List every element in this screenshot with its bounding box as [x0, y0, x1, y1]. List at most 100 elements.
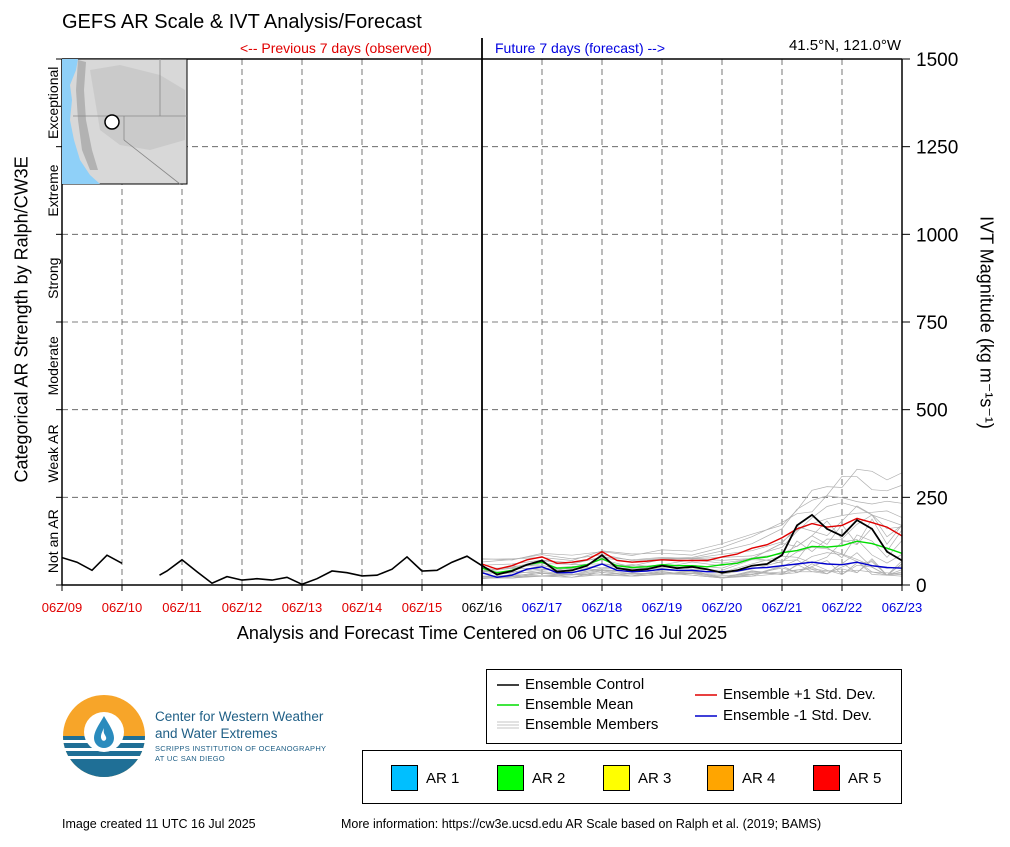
ar2-label: AR 2 — [532, 769, 566, 787]
axes-frame — [56, 38, 910, 591]
ensemble-member-line — [481, 475, 902, 561]
ensemble-control-line — [481, 513, 902, 576]
x-tick-label: 06Z/13 — [282, 600, 322, 615]
legend-control-label: Ensemble Control — [525, 676, 645, 693]
ensemble-member-line — [481, 546, 902, 575]
logo-name-line1: Center for Western Weather — [155, 709, 324, 724]
ar-scale-item-2: AR 2 — [497, 765, 565, 791]
ar-scale-item-1: AR 1 — [391, 765, 459, 791]
legend-minus-std: Ensemble -1 Std. Dev. — [695, 707, 872, 724]
y-tick-label: 1500 — [916, 50, 958, 71]
y-tick-label: 500 — [916, 401, 948, 422]
location-label: 41.5°N, 121.0°W — [788, 37, 901, 54]
x-tick-label: 06Z/22 — [822, 600, 862, 615]
x-tick-label: 06Z/12 — [222, 600, 262, 615]
previous-days-label: <-- Previous 7 days (observed) — [240, 40, 432, 56]
x-tick-label: 06Z/17 — [522, 600, 562, 615]
location-marker — [104, 114, 120, 130]
x-tick-label: 06Z/10 — [102, 600, 142, 615]
ensemble-member-line — [481, 468, 902, 561]
ar-category-labels: Not an AR Weak AR Moderate Strong Extreme Exc… — [45, 67, 61, 574]
ar-category-label: Not an AR — [45, 509, 61, 573]
ocean-shape — [62, 59, 100, 184]
ensemble-members — [481, 468, 902, 580]
ar1-label: AR 1 — [426, 769, 460, 787]
legend-plus-std-label: Ensemble +1 Std. Dev. — [723, 686, 876, 703]
ensemble-member-line — [481, 502, 902, 569]
ensemble-member-line — [481, 539, 902, 575]
x-tick-label: 06Z/19 — [642, 600, 682, 615]
chart-title: GEFS AR Scale & IVT Analysis/Forecast — [62, 11, 422, 33]
ensemble-mean-line — [481, 540, 902, 574]
x-tick-label: 06Z/15 — [402, 600, 442, 615]
legend-members-swatch — [497, 721, 519, 728]
ar4-swatch — [707, 765, 734, 791]
state-border-ca-nv-diag — [123, 139, 181, 185]
logo-subtitle: SCRIPPS INSTITUTION OF OCEANOGRAPHY AT U… — [155, 744, 326, 764]
x-tick-label: 06Z/20 — [702, 600, 742, 615]
legend-mean: Ensemble Mean — [497, 696, 633, 713]
legend-mean-label: Ensemble Mean — [525, 696, 634, 713]
ar-scale-legend: AR 1 AR 2 AR 3 AR 4 AR 5 — [362, 750, 902, 804]
x-tick-label: 06Z/11 — [162, 600, 202, 615]
logo-sub-line1: SCRIPPS INSTITUTION OF OCEANOGRAPHY — [155, 744, 327, 753]
ar5-label: AR 5 — [848, 769, 882, 787]
y-tick-label: 1250 — [916, 138, 958, 159]
ar2-swatch — [497, 765, 524, 791]
ar3-swatch — [603, 765, 630, 791]
ar-category-label: Weak AR — [45, 424, 61, 482]
ensemble-member-line — [481, 568, 902, 577]
logo-name: Center for Western Weather and Water Ext… — [155, 708, 323, 742]
observed-line — [62, 554, 123, 572]
y-tick-label: 750 — [916, 313, 948, 334]
legend-control: Ensemble Control — [497, 676, 644, 693]
legend-plus-std: Ensemble +1 Std. Dev. — [695, 686, 876, 703]
x-tick-label: 06Z/14 — [342, 600, 382, 615]
logo-name-line2: and Water Extremes — [155, 726, 278, 741]
legend-minus-std-swatch — [695, 714, 717, 717]
cw3e-emblem — [63, 695, 145, 777]
ar1-swatch — [391, 765, 418, 791]
ar-category-label: Exceptional — [45, 67, 61, 139]
y-axis-left-title: Categorical AR Strength by Ralph/CW3E — [11, 156, 32, 483]
ensemble-member-line — [481, 518, 902, 572]
series-lines — [62, 513, 902, 585]
y-tick-label: 1000 — [916, 225, 958, 246]
ar3-label: AR 3 — [638, 769, 672, 787]
ar4-label: AR 4 — [742, 769, 776, 787]
cw3e-logo: Center for Western Weather and Water Ext… — [62, 694, 362, 784]
x-tick-label: 06Z/18 — [582, 600, 622, 615]
terrain-shading-dark — [76, 60, 98, 170]
y-tick-label: 0 — [916, 576, 927, 597]
ar-category-label: Strong — [45, 258, 61, 299]
future-days-label: Future 7 days (forecast) --> — [495, 40, 666, 56]
ensemble-member-line — [481, 510, 902, 566]
x-tick-label: 06Z/09 — [42, 600, 82, 615]
ar-scale-item-3: AR 3 — [603, 765, 671, 791]
footer-info: More information: https://cw3e.ucsd.edu … — [341, 817, 822, 831]
y-axis-right-title: IVT Magnitude (kg m⁻¹s⁻¹) — [976, 216, 997, 429]
legend-plus-std-swatch — [695, 693, 717, 696]
map-inset — [61, 58, 188, 185]
x-axis-title: Analysis and Forecast Time Centered on 0… — [236, 623, 728, 643]
legend-members-label: Ensemble Members — [525, 716, 659, 733]
ar-category-label: Extreme — [45, 164, 61, 216]
x-tick-label: 06Z/16 — [462, 600, 502, 615]
ar-category-label: Moderate — [45, 336, 61, 395]
ensemble-member-line — [481, 560, 902, 580]
x-tick-labels: 06Z/09 06Z/10 06Z/11 06Z/12 06Z/13 06Z/14 06Z/… — [42, 600, 922, 615]
x-tick-label: 06Z/21 — [762, 600, 802, 615]
ar5-swatch — [813, 765, 840, 791]
ensemble-1-std-dev-line — [481, 561, 902, 579]
ar-scale-item-4: AR 4 — [707, 765, 775, 791]
ensemble-member-line — [481, 534, 902, 575]
observed-line — [159, 555, 483, 585]
legend-members: Ensemble Members — [497, 716, 658, 733]
legend-mean-swatch — [497, 703, 519, 706]
footer-created: Image created 11 UTC 16 Jul 2025 — [62, 817, 256, 831]
line-legend: Ensemble Control Ensemble Mean Ensemble … — [486, 669, 902, 744]
ensemble-member-line — [481, 495, 902, 563]
ar-scale-item-5: AR 5 — [813, 765, 881, 791]
legend-minus-std-label: Ensemble -1 Std. Dev. — [723, 707, 872, 724]
